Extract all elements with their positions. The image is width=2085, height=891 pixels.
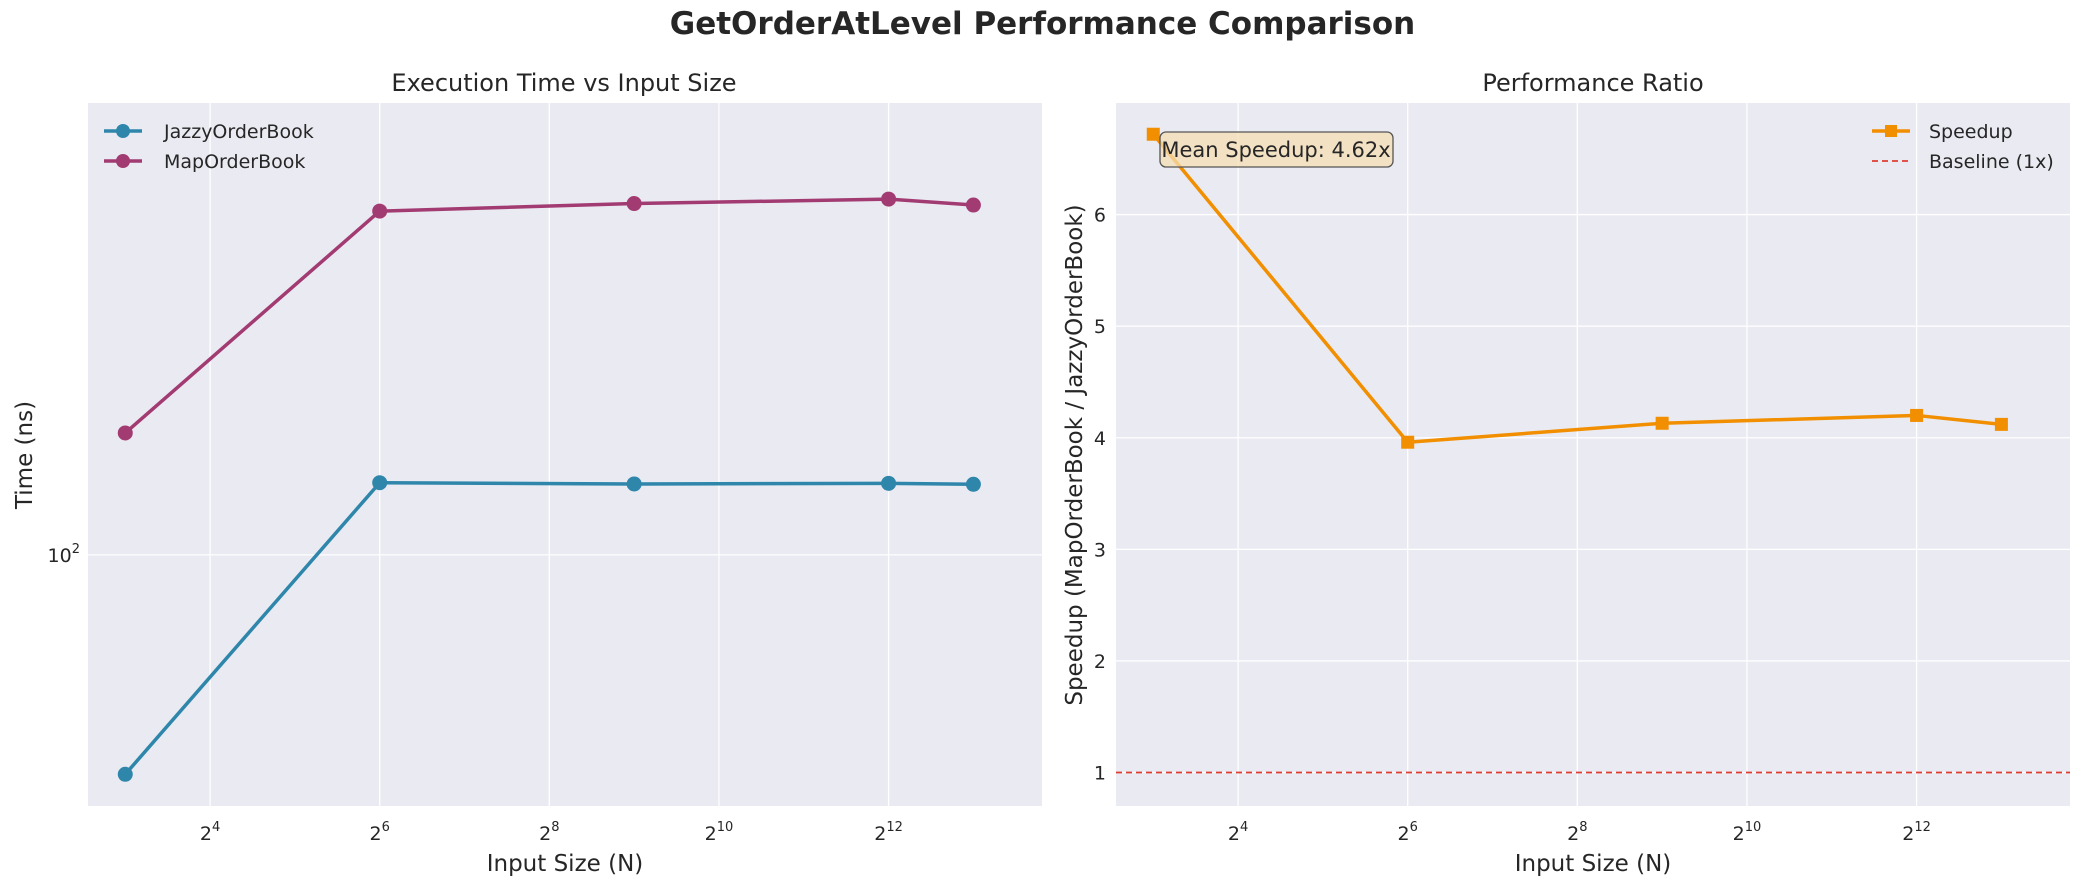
- legend-map-marker: [116, 154, 130, 168]
- y-tick-label: 102: [48, 542, 80, 567]
- y-tick-label: 1: [1094, 763, 1106, 785]
- x-tick-label: 28: [539, 820, 559, 845]
- jazzyorderbook-point: [117, 766, 133, 782]
- x-axis-label: Input Size (N): [487, 851, 644, 877]
- x-tick-label: 28: [1567, 820, 1587, 845]
- x-tick-label: 24: [200, 820, 220, 845]
- chart-title: Execution Time vs Input Size: [391, 69, 736, 97]
- speedup-point: [1910, 408, 1924, 422]
- x-tick-label: 212: [874, 820, 903, 845]
- performance-ratio-chart: Performance Ratio 24 26 28 210 212 1 2 3 4 5 6 In…: [1062, 69, 2070, 877]
- x-tick-labels: 24 26 28 210 212: [1228, 820, 1931, 845]
- y-tick-labels: 1 2 3 4 5 6: [1094, 205, 1106, 785]
- jazzyorderbook-point: [881, 475, 897, 491]
- legend-jazzy-label: JazzyOrderBook: [163, 121, 314, 143]
- speedup-point: [1146, 127, 1160, 141]
- legend-jazzy-marker: [116, 124, 130, 138]
- legend-speedup-label: Speedup: [1929, 121, 2013, 143]
- execution-time-chart: Execution Time vs Input Size 24 26 28 210 21…: [12, 69, 1042, 877]
- y-tick-label: 6: [1094, 205, 1106, 227]
- legend: Speedup Baseline (1x): [1872, 121, 2054, 173]
- y-tick-label: 2: [1094, 651, 1106, 673]
- legend-map-label: MapOrderBook: [164, 151, 305, 173]
- jazzyorderbook-point: [965, 476, 981, 492]
- legend-speedup-marker: [1885, 125, 1897, 137]
- series-layer: [1146, 127, 2008, 449]
- chart-title: Performance Ratio: [1482, 69, 1703, 97]
- maporderbook-point: [372, 203, 388, 219]
- y-tick-label: 5: [1094, 316, 1106, 338]
- x-tick-label: 210: [1733, 820, 1762, 845]
- jazzyorderbook-point: [626, 476, 642, 492]
- maporderbook-point: [881, 191, 897, 207]
- figure-title: GetOrderAtLevel Performance Comparison: [669, 6, 1416, 42]
- x-tick-label: 26: [1398, 820, 1418, 845]
- maporderbook-point: [117, 425, 133, 441]
- legend-baseline-label: Baseline (1x): [1929, 151, 2054, 173]
- x-axis-label: Input Size (N): [1515, 851, 1672, 877]
- plot-area: [88, 103, 1042, 806]
- y-axis-label: Speedup (MapOrderBook / JazzyOrderBook): [1062, 204, 1088, 705]
- plot-area: [1116, 103, 2070, 806]
- annotation-text: Mean Speedup: 4.62x: [1161, 138, 1390, 162]
- maporderbook-point: [626, 196, 642, 212]
- y-tick-label: 4: [1094, 428, 1106, 450]
- x-tick-label: 26: [370, 820, 390, 845]
- maporderbook-point: [965, 197, 981, 213]
- speedup-point: [1655, 416, 1669, 430]
- y-tick-labels: 102: [48, 542, 80, 567]
- annotation-box: [1159, 131, 1394, 168]
- speedup-point: [1401, 435, 1415, 449]
- speedup-point: [1994, 417, 2008, 431]
- series-layer: [117, 191, 981, 782]
- y-axis-label: Time (ns): [12, 401, 38, 510]
- grid-lines: [88, 103, 1042, 806]
- mean-speedup-annotation: Mean Speedup: 4.62x: [1159, 131, 1394, 168]
- y-tick-label: 3: [1094, 539, 1106, 561]
- x-tick-labels: 24 26 28 210 212: [200, 820, 903, 845]
- x-tick-label: 212: [1902, 820, 1931, 845]
- legend: JazzyOrderBook MapOrderBook: [104, 121, 314, 173]
- jazzyorderbook-point: [372, 475, 388, 491]
- x-tick-label: 24: [1228, 820, 1248, 845]
- grid-lines: [1116, 103, 2070, 806]
- x-tick-label: 210: [705, 820, 734, 845]
